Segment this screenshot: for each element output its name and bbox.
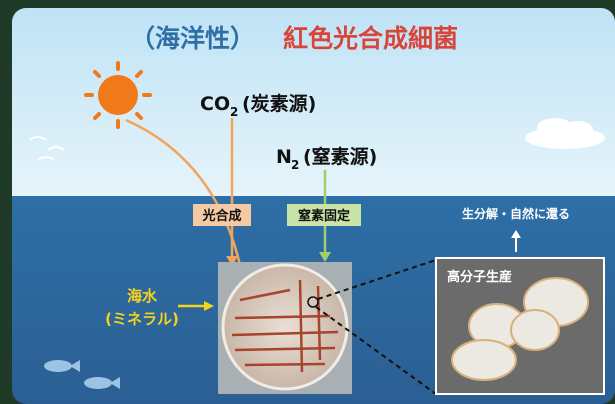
seawater-label: 海水 — [127, 287, 158, 305]
arrow-head — [511, 230, 521, 238]
birds — [29, 136, 65, 161]
fish — [44, 360, 120, 389]
co2-subscript: 2 — [230, 105, 238, 119]
co2-formula: CO — [200, 93, 230, 115]
colonies — [231, 279, 339, 373]
photosynthesis-label: 光合成 — [201, 208, 241, 224]
biodegradation-label: 生分解・自然に還る — [462, 206, 570, 221]
zoom-lines — [315, 259, 437, 395]
photosynthesis-box — [193, 204, 251, 226]
n2-formula: N — [276, 146, 292, 168]
fixation-box — [287, 204, 361, 226]
arrow-head — [204, 301, 214, 311]
arrow-head — [319, 252, 331, 262]
granules — [451, 277, 589, 381]
sun — [84, 61, 152, 129]
title-prefix: （海洋性） — [130, 24, 255, 53]
title-main: 紅色光合成細菌 — [283, 24, 458, 53]
cloud — [525, 118, 605, 149]
petri-dish — [221, 263, 349, 391]
arrow-head — [226, 256, 238, 266]
zoom-circle — [307, 296, 319, 308]
fixation-label: 窒素固定 — [298, 208, 350, 224]
polymer-label: 高分子生産 — [447, 269, 512, 285]
n2-subscript: 2 — [291, 158, 299, 172]
co2-label: (炭素源) — [242, 92, 316, 115]
n2-label: (窒素源) — [303, 145, 377, 168]
seawater-sub: (ミネラル) — [105, 310, 179, 328]
scene: （海洋性） 紅色光合成細菌 CO 2 (炭素源) N 2 (窒素源) 光合成 窒… — [12, 8, 615, 404]
